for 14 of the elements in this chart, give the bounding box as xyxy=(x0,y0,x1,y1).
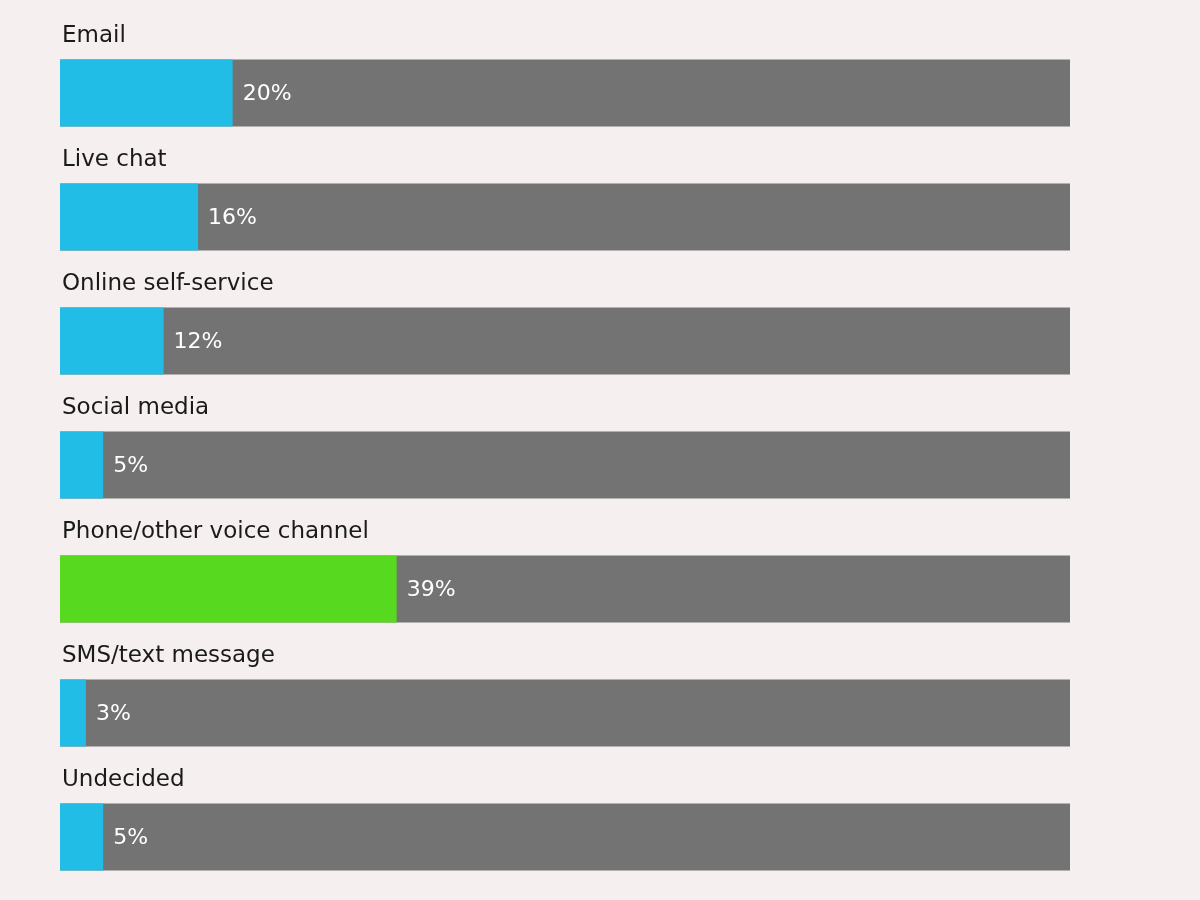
y-tick-label: Live chat xyxy=(62,145,167,171)
y-tick-label: Phone/other voice channel xyxy=(62,517,369,543)
data-label: 20% xyxy=(242,80,292,105)
data-label: 39% xyxy=(406,576,456,601)
y-tick-label: SMS/text message xyxy=(62,641,275,667)
y-tick-label: Email xyxy=(62,21,126,47)
y-tick-label: Social media xyxy=(62,393,210,419)
data-label: 12% xyxy=(173,328,223,353)
data-label: 5% xyxy=(113,452,149,477)
data-label: 5% xyxy=(113,824,149,849)
data-label: 3% xyxy=(95,700,131,725)
y-tick-label: Online self-service xyxy=(62,269,274,295)
y-tick-label: Undecided xyxy=(62,765,185,791)
data-label: 16% xyxy=(208,204,258,229)
